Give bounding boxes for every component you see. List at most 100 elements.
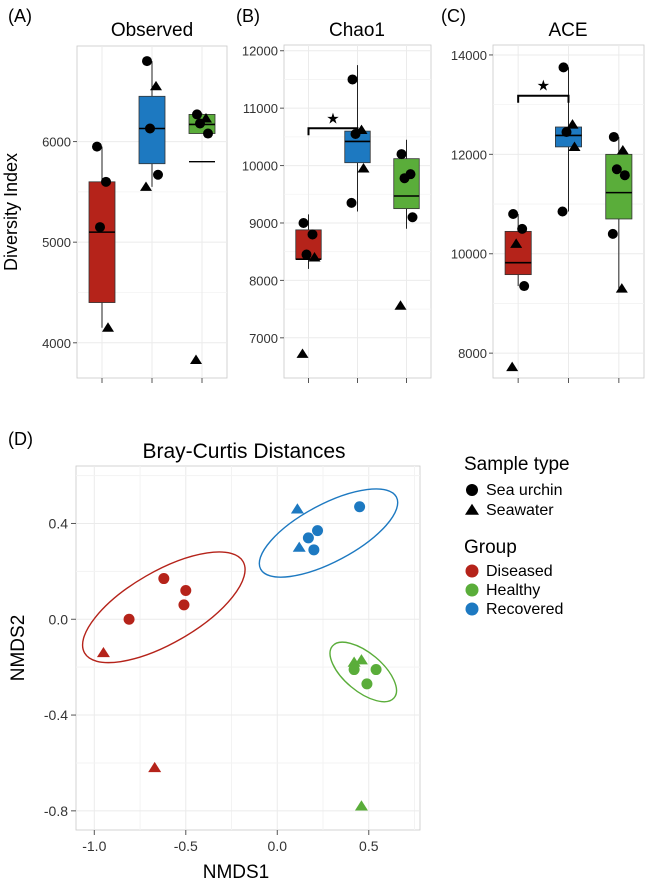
- nmds-point-recovered: [302, 532, 314, 544]
- data-point: [619, 170, 630, 181]
- data-point: [153, 169, 163, 180]
- y-tick-label: 8000: [249, 273, 278, 288]
- box-panel-chao1: Chao1 7000 8000 9000 10000 11000 12000 ★: [242, 20, 432, 383]
- x-axis-title: NMDS1: [203, 862, 270, 883]
- data-point: [298, 217, 309, 228]
- panel-title: Bray-Curtis Distances: [142, 440, 345, 463]
- legend-label: Seawater: [486, 502, 554, 519]
- x-tick-label: -1.0: [82, 838, 106, 854]
- nmds-point-recovered: [354, 501, 366, 513]
- data-point: [557, 206, 568, 217]
- y-tick-label: 9000: [249, 216, 278, 231]
- panel-title: Observed: [111, 20, 193, 41]
- data-point: [95, 222, 105, 233]
- data-point: [394, 300, 407, 310]
- data-point: [203, 128, 213, 139]
- x-tick-label: -0.5: [174, 838, 198, 854]
- data-point: [615, 283, 628, 293]
- legend-key-triangle: [465, 503, 479, 515]
- significance-star: ★: [326, 110, 339, 127]
- data-point: [396, 149, 407, 160]
- ellipse-diseased: [81, 551, 246, 664]
- y-tick-label: 0.4: [49, 515, 69, 531]
- nmds-point-healthy: [354, 654, 368, 665]
- data-point: [561, 126, 572, 137]
- data-point: [508, 208, 519, 219]
- data-point: [102, 322, 114, 332]
- data-point: [101, 176, 111, 187]
- data-point: [506, 361, 519, 372]
- data-point: [142, 56, 152, 67]
- data-point: [357, 163, 370, 173]
- data-point: [347, 74, 358, 85]
- data-point: [407, 212, 418, 223]
- data-point: [307, 229, 318, 240]
- y-tick-label: 12000: [451, 147, 487, 162]
- data-point: [296, 348, 309, 358]
- x-tick-label: 0.0: [268, 838, 288, 854]
- data-point: [150, 80, 162, 91]
- legend-label: Healthy: [486, 582, 540, 599]
- significance-bracket: [517, 94, 570, 103]
- nmds-point-recovered: [312, 525, 324, 537]
- y-tick-label: -0.4: [44, 707, 68, 723]
- legend: Sample type Sea urchin Seawater Group Diseas…: [464, 454, 570, 618]
- nmds-point-diseased: [178, 599, 190, 611]
- legend-key-circle: [466, 484, 478, 496]
- nmds-point-diseased: [180, 585, 192, 597]
- panel-title: ACE: [548, 20, 587, 41]
- data-point: [517, 223, 528, 234]
- y-tick-label: 10000: [242, 159, 278, 174]
- y-tick-label: 12000: [242, 44, 278, 59]
- ellipse-healthy: [329, 641, 398, 703]
- nmds-point-healthy: [354, 800, 368, 811]
- data-point: [301, 249, 312, 260]
- panel-label: (B): [236, 6, 260, 26]
- data-point: [308, 252, 321, 262]
- legend-key-recovered: [465, 602, 479, 616]
- panel-title: Chao1: [329, 20, 385, 41]
- data-point: [568, 141, 581, 151]
- data-point: [558, 62, 569, 73]
- y-axis-title: Diversity Index: [1, 153, 21, 271]
- y-tick-label: 10000: [451, 247, 487, 262]
- data-point: [190, 354, 202, 364]
- data-point: [145, 123, 155, 134]
- box-diseased: [88, 181, 116, 303]
- data-point: [566, 119, 579, 129]
- nmds-point-recovered: [292, 541, 306, 552]
- data-point: [616, 144, 629, 155]
- data-point: [399, 173, 410, 184]
- data-point: [350, 128, 361, 139]
- significance-star: ★: [537, 78, 550, 95]
- y-tick-label: 8000: [458, 346, 487, 361]
- data-point: [611, 164, 622, 175]
- data-point: [192, 109, 202, 120]
- legend-key-diseased: [465, 564, 479, 578]
- legend-label: Sea urchin: [486, 482, 563, 499]
- nmds-point-recovered: [308, 544, 320, 556]
- y-tick-label: 11000: [243, 101, 278, 116]
- y-tick-label: 5000: [42, 235, 71, 250]
- box-healthy: [393, 158, 420, 210]
- y-tick-label: 7000: [249, 331, 278, 346]
- panel-label: (D): [8, 429, 33, 449]
- data-point: [92, 141, 102, 152]
- box-panel-observed: Observed 4000 5000 6000: [42, 20, 228, 383]
- nmds-point-healthy: [370, 664, 382, 676]
- box-panel-ace: ACE 8000 10000 12000 14000 ★: [451, 20, 645, 383]
- box-diseased: [504, 230, 532, 276]
- nmds-panel: Bray-Curtis Distances -1.0 -0.5 0.0 0.5 -0.8 -…: [8, 440, 421, 883]
- legend-label: Diseased: [486, 563, 553, 580]
- nmds-point-diseased: [96, 646, 110, 658]
- x-tick-label: 0.5: [359, 838, 379, 854]
- data-point: [346, 197, 357, 208]
- data-point: [608, 131, 619, 142]
- y-tick-label: 0.0: [49, 611, 69, 627]
- panel-label: (C): [441, 6, 466, 26]
- significance-bracket: [307, 127, 359, 136]
- legend-title: Sample type: [464, 454, 570, 475]
- nmds-point-recovered: [290, 503, 304, 514]
- y-tick-label: 4000: [42, 336, 71, 351]
